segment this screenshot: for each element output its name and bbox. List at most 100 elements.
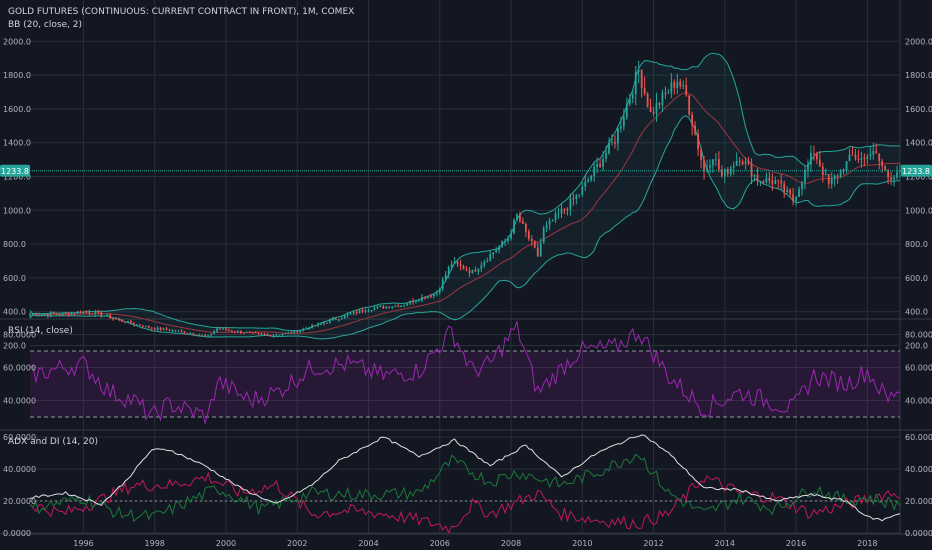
candle-body (361, 310, 364, 312)
candle-body (311, 325, 313, 329)
candle-body (225, 328, 227, 330)
candle-body (233, 331, 236, 333)
candle-body (109, 314, 112, 319)
candle-body (801, 182, 803, 189)
candle-body (848, 154, 851, 162)
price-tick-label-right: 1800.0 (905, 71, 932, 80)
candle-body (251, 332, 254, 334)
candle-body (611, 141, 613, 143)
candle-body (646, 93, 649, 108)
bb-fill (30, 53, 900, 339)
candle-body (462, 265, 465, 270)
adx-tick-label-left: 20.0000 (3, 497, 36, 506)
candle-body (207, 335, 210, 337)
rsi-tick-label-right: 80.0000 (905, 331, 932, 340)
candle-body (622, 117, 625, 127)
candle-body (596, 163, 599, 167)
candle-body (334, 318, 337, 320)
candle-body (706, 167, 708, 172)
candle-body (130, 320, 132, 324)
candle-body (456, 261, 459, 265)
candle-body (293, 330, 296, 333)
candle-body (70, 313, 73, 316)
candle-body (854, 155, 857, 159)
candle-body (694, 125, 697, 135)
candle-body (468, 270, 471, 273)
candle-body (314, 325, 316, 327)
candle-body (628, 98, 631, 105)
candle-body (352, 311, 355, 314)
candle-body (786, 189, 789, 192)
candle-body (444, 274, 447, 280)
candle-body (40, 314, 43, 316)
candle-body (204, 334, 207, 336)
adx-line (29, 434, 901, 522)
candle-body (887, 170, 890, 178)
last-price-label-left: 1233.8 (0, 164, 30, 177)
candle-body (667, 92, 670, 94)
candle-body (415, 300, 417, 303)
candle-body (435, 292, 438, 294)
x-tick-label: 2008 (501, 539, 521, 548)
candle-body (723, 168, 726, 176)
candle-body (326, 322, 328, 324)
candle-body (682, 84, 685, 87)
candle-body (245, 332, 248, 334)
candle-body (32, 314, 34, 316)
candle-body (744, 161, 747, 165)
candle-body (343, 315, 346, 319)
candle-body (498, 246, 501, 251)
candle-body (863, 158, 866, 160)
candle-body (216, 328, 218, 332)
candle-body (222, 328, 224, 330)
candle-body (827, 173, 830, 184)
last-price-text-left: 1233.8 (1, 167, 29, 176)
candle-body (747, 161, 750, 164)
candle-body (168, 329, 171, 331)
candle-body (103, 315, 106, 317)
candle-body (899, 170, 901, 173)
candle-body (296, 330, 299, 333)
candle-body (578, 194, 581, 196)
candle-body (210, 334, 213, 336)
candle-body (337, 319, 340, 321)
candle-body (153, 328, 156, 330)
candle-body (599, 163, 601, 167)
candle-body (418, 300, 420, 302)
candle-body (88, 312, 91, 314)
candle-body (308, 328, 311, 330)
candle-body (720, 169, 723, 176)
adx-tick-label-right: 0.0000 (905, 529, 932, 538)
candle-body (661, 92, 664, 106)
candle-body (593, 166, 596, 176)
candle-body (839, 169, 842, 177)
candle-body (813, 153, 815, 155)
adx-tick-label-left: 60.0000 (3, 433, 36, 442)
candle-body (709, 165, 711, 168)
candle-body (884, 166, 887, 171)
candle-body (219, 328, 221, 330)
candle-body (186, 333, 189, 335)
candle-body (569, 198, 572, 210)
candle-body (581, 186, 584, 195)
candle-body (664, 92, 667, 94)
rsi-band-fill (30, 351, 900, 417)
price-tick-label-left: 800.0 (3, 240, 26, 249)
candle-body (281, 333, 284, 335)
candle-body (726, 168, 729, 174)
candle-body (400, 305, 403, 307)
candle-body (156, 327, 159, 330)
candle-body (162, 328, 165, 330)
candle-body (403, 304, 406, 306)
candle-body (614, 141, 616, 144)
adx-legend: ADX and DI (14, 20) (8, 437, 98, 447)
candle-body (519, 214, 521, 222)
candle-body (115, 318, 117, 320)
price-tick-label-right: 800.0 (905, 240, 928, 249)
candle-body (480, 265, 483, 269)
rsi-tick-label-left: 60.0000 (3, 364, 36, 373)
adx-tick-label-right: 60.0000 (905, 433, 932, 442)
candle-body (177, 330, 180, 332)
candle-body (527, 231, 530, 239)
